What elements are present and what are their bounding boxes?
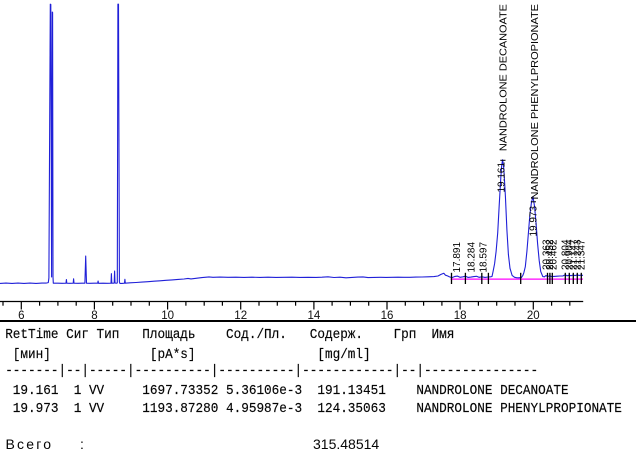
svg-text:14: 14: [308, 310, 321, 322]
svg-text:21.243: 21.243: [573, 239, 584, 270]
svg-text:20.904: 20.904: [565, 239, 576, 270]
svg-text:17.891: 17.891: [452, 242, 463, 273]
svg-text:21.347: 21.347: [576, 240, 587, 271]
svg-text:20.452: 20.452: [545, 240, 556, 271]
svg-text:21.147: 21.147: [569, 240, 580, 271]
svg-text:18: 18: [454, 310, 467, 322]
svg-text:20: 20: [527, 310, 540, 322]
svg-text:10: 10: [161, 310, 174, 322]
svg-text:20.804: 20.804: [561, 239, 572, 270]
svg-text:18.284: 18.284: [466, 241, 477, 272]
svg-text:18.597: 18.597: [479, 242, 490, 273]
svg-text:19.161: 19.161: [496, 162, 507, 193]
svg-text:8: 8: [91, 310, 97, 322]
svg-text:NANDROLONE PHENYLPROPIONATE: NANDROLONE PHENYLPROPIONATE: [530, 4, 541, 200]
svg-text:20.462: 20.462: [549, 240, 560, 271]
svg-text:19.973: 19.973: [528, 205, 539, 236]
svg-text:NANDROLONE DECANOATE: NANDROLONE DECANOATE: [498, 4, 509, 151]
svg-text:6: 6: [18, 310, 24, 322]
svg-text:12: 12: [234, 310, 247, 322]
svg-text:20.363: 20.363: [542, 239, 553, 270]
svg-text:16: 16: [381, 310, 394, 322]
